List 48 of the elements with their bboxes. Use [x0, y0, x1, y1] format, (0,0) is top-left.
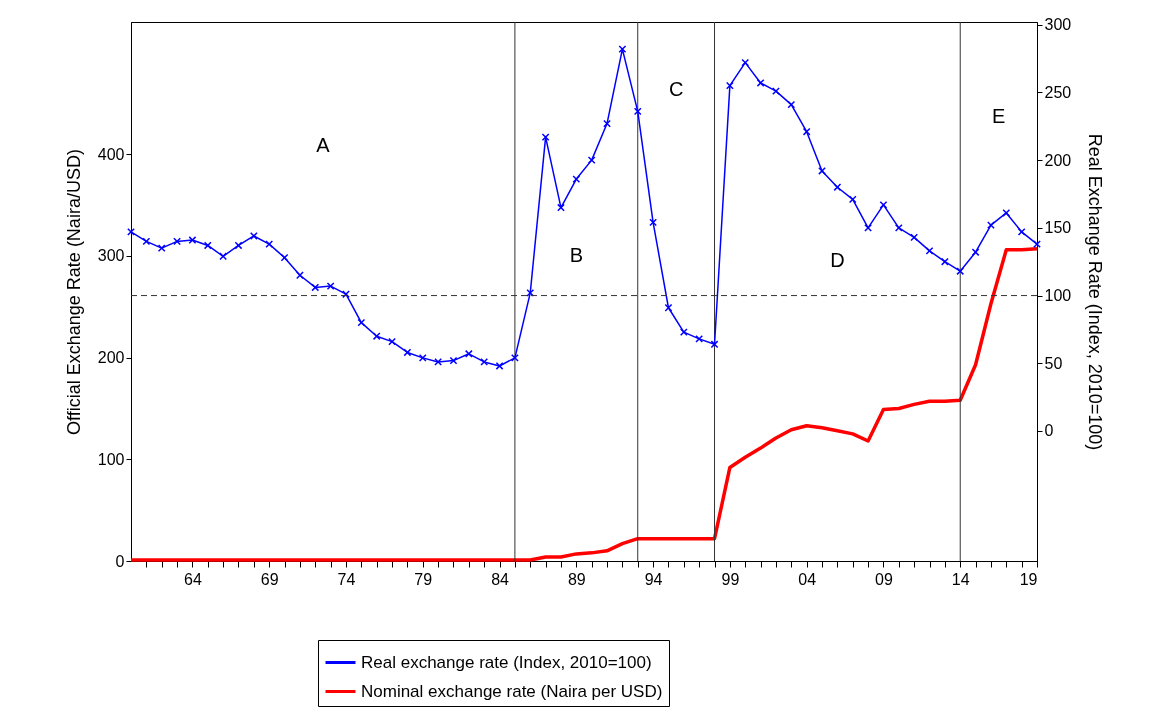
- y-tick-label: 200: [97, 349, 125, 367]
- annotation: C: [668, 78, 684, 100]
- y-tick-label: 300: [97, 247, 125, 265]
- y-tick-label: 400: [97, 145, 125, 163]
- annotation: B: [569, 244, 583, 266]
- y2-tick-label: 250: [1044, 83, 1072, 101]
- y2-tick-label: 100: [1044, 287, 1072, 305]
- x-tick-label: 79: [414, 570, 433, 588]
- x-tick-label: 64: [184, 570, 202, 588]
- x-tick-label: 14: [951, 570, 970, 588]
- y2-axis-title: Real Exchange Rate (Index, 2010=100): [1085, 133, 1106, 451]
- line-series: [129, 247, 1039, 562]
- annotation: A: [316, 134, 331, 156]
- point: [403, 348, 412, 357]
- point: [695, 334, 704, 343]
- y2-tick-label: 50: [1044, 354, 1063, 372]
- y2-tick-label: 200: [1044, 151, 1072, 169]
- point: [449, 356, 458, 365]
- point: [234, 241, 243, 250]
- point: [434, 358, 443, 366]
- point: [802, 127, 811, 136]
- x-tick-label: 74: [337, 570, 356, 588]
- y-tick-label: 0: [115, 552, 125, 570]
- x-tick-label: 99: [721, 570, 740, 588]
- annotation: E: [991, 105, 1006, 127]
- point: [464, 349, 473, 358]
- x-tick-label: 19: [1019, 570, 1038, 588]
- point: [956, 267, 965, 276]
- point: [894, 223, 903, 232]
- x-tick-label: 04: [798, 570, 817, 588]
- x-tick-label: 09: [875, 570, 893, 588]
- point: [510, 353, 519, 362]
- y2-tick-label: 300: [1044, 16, 1072, 34]
- annotation: D: [830, 249, 845, 271]
- x-tick-label: 84: [491, 570, 510, 588]
- point: [142, 237, 151, 246]
- y2-tick-label: 0: [1044, 422, 1054, 440]
- point: [357, 318, 366, 327]
- y-tick-label: 100: [97, 450, 125, 468]
- legend-label: Nominal exchange rate (Naira per USD): [361, 681, 663, 701]
- point: [818, 167, 826, 175]
- x-tick-label: 94: [644, 570, 663, 588]
- y-axis-title: Official Exchange Rate (Naira/USD): [63, 149, 84, 435]
- point: [772, 87, 780, 95]
- legend-label: Real exchange rate (Index, 2010=100): [361, 652, 652, 672]
- y2-tick-label: 150: [1044, 219, 1072, 237]
- x-tick-label: 89: [567, 570, 586, 588]
- x-tick-label: 69: [260, 570, 279, 588]
